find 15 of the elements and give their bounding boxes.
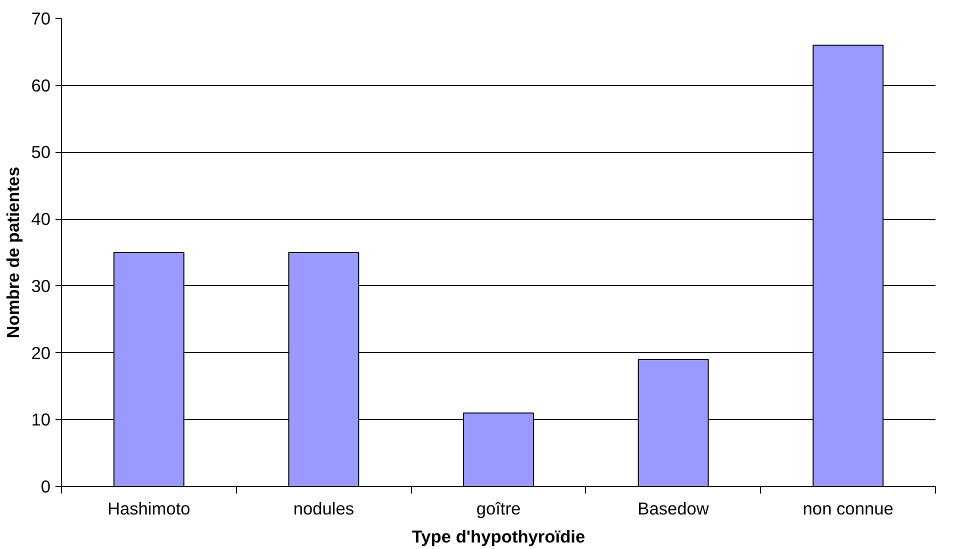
x-tick-label: Hashimoto: [107, 498, 190, 518]
y-tick-label: 70: [31, 8, 51, 28]
x-tick-label: Basedow: [638, 498, 710, 518]
y-tick-label: 0: [40, 476, 51, 496]
y-tick-label: 50: [31, 142, 51, 162]
y-tick-label: 60: [31, 75, 51, 96]
x-tick-label: goître: [476, 498, 521, 518]
x-axis-title: Type d'hypothyroïdie: [412, 526, 586, 546]
y-tick-label: 30: [31, 276, 51, 296]
y-tick-label: 20: [31, 342, 51, 363]
y-tick-label: 40: [31, 209, 51, 230]
x-tick-label: nodules: [293, 498, 354, 518]
y-tick-label: 10: [31, 410, 51, 430]
x-tick-label: non connue: [802, 498, 894, 518]
y-axis-title: Nombre de patientes: [3, 166, 24, 338]
